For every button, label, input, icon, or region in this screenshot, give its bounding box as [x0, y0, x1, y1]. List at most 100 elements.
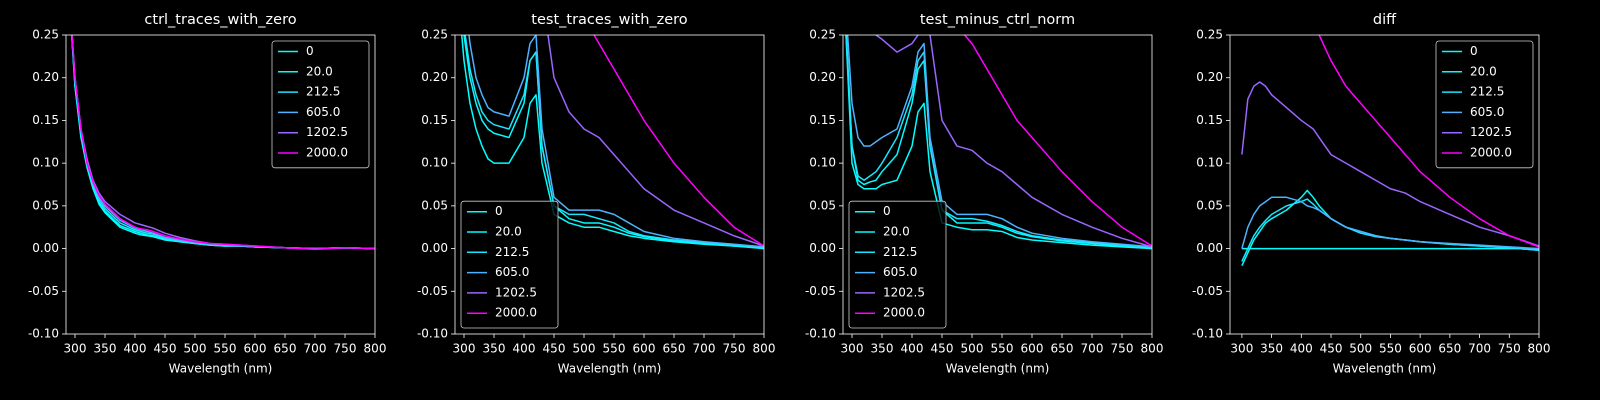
- legend-label: 2000.0: [1470, 146, 1512, 160]
- y-tick-label: -0.10: [805, 327, 836, 341]
- x-tick-label: 700: [1468, 342, 1491, 356]
- legend-box: [848, 200, 947, 329]
- legend-label: 20.0: [883, 225, 910, 239]
- x-tick-label: 550: [991, 342, 1014, 356]
- legend-label: 1202.5: [883, 285, 925, 299]
- x-tick-label: 500: [1349, 342, 1372, 356]
- legend: 0 20.0 212.5 605.0 1202.5 2000.0: [1435, 40, 1534, 169]
- legend-label: 212.5: [883, 245, 917, 259]
- chart-title: diff: [1373, 12, 1397, 28]
- x-tick-label: 800: [753, 342, 776, 356]
- x-tick-label: 300: [453, 342, 476, 356]
- x-tick-label: 700: [693, 342, 716, 356]
- y-tick-label: 0.05: [32, 198, 59, 212]
- y-tick-label: 0.00: [809, 241, 836, 255]
- x-tick-label: 400: [124, 342, 147, 356]
- plot-area: [1241, 35, 1539, 266]
- x-tick-label: 500: [961, 342, 984, 356]
- legend-label: 1202.5: [306, 125, 348, 139]
- x-tick-label: 750: [1498, 342, 1521, 356]
- axes-frame: [1229, 34, 1540, 335]
- data-line: [71, 35, 375, 251]
- legend-label: 20.0: [306, 64, 333, 78]
- x-tick-label: 650: [1438, 342, 1461, 356]
- x-axis-label: Wavelength (nm): [946, 362, 1050, 376]
- legend-box: [460, 200, 559, 329]
- y-tick-label: 0.20: [32, 70, 59, 84]
- x-tick-label: 600: [633, 342, 656, 356]
- data-line: [547, 35, 764, 247]
- y-tick-label: 0.15: [421, 113, 448, 127]
- legend-label: 212.5: [306, 85, 340, 99]
- y-tick-label: -0.05: [417, 284, 448, 298]
- legend-box: [1435, 40, 1534, 169]
- x-tick-label: 750: [723, 342, 746, 356]
- y-tick-label: 0.25: [32, 28, 59, 42]
- x-tick-label: 600: [1021, 342, 1044, 356]
- x-tick-label: 650: [1051, 342, 1074, 356]
- x-tick-label: 700: [304, 342, 327, 356]
- y-tick-label: 0.10: [809, 156, 836, 170]
- x-tick-label: 700: [1081, 342, 1104, 356]
- legend: 0 20.0 212.5 605.0 1202.5 2000.0: [271, 40, 370, 169]
- y-tick-label: 0.10: [1196, 156, 1223, 170]
- legend-label: 605.0: [883, 265, 917, 279]
- x-axis-label: Wavelength (nm): [558, 362, 662, 376]
- y-tick-label: 0.00: [32, 241, 59, 255]
- x-tick-label: 550: [1379, 342, 1402, 356]
- x-tick-label: 500: [573, 342, 596, 356]
- legend-box: [271, 40, 370, 169]
- axes-frame: [454, 34, 765, 335]
- data-line: [1241, 81, 1539, 247]
- x-tick-label: 750: [1111, 342, 1134, 356]
- x-tick-label: 450: [1320, 342, 1343, 356]
- y-tick-label: 0.25: [421, 28, 448, 42]
- y-tick-label: 0.05: [809, 198, 836, 212]
- y-tick-label: 0.20: [809, 70, 836, 84]
- y-tick-label: -0.10: [1192, 327, 1223, 341]
- x-axis-label: Wavelength (nm): [1333, 362, 1437, 376]
- y-tick-label: 0.25: [809, 28, 836, 42]
- chart-title: ctrl_traces_with_zero: [144, 12, 296, 28]
- y-tick-label: 0.05: [421, 198, 448, 212]
- y-tick-label: 0.20: [1196, 70, 1223, 84]
- x-tick-label: 600: [244, 342, 267, 356]
- data-line: [593, 35, 764, 247]
- data-line: [845, 35, 1152, 248]
- x-tick-label: 650: [663, 342, 686, 356]
- y-tick-label: 0.15: [32, 113, 59, 127]
- y-tick-label: -0.10: [417, 327, 448, 341]
- legend-label: 2000.0: [883, 306, 925, 320]
- y-tick-label: -0.10: [28, 327, 59, 341]
- data-line: [460, 35, 764, 250]
- plot-area: [460, 35, 764, 250]
- data-line: [875, 35, 1152, 248]
- x-tick-label: 550: [214, 342, 237, 356]
- legend-label: 2000.0: [306, 146, 348, 160]
- legend-label: 212.5: [1470, 85, 1504, 99]
- chart-title: test_minus_ctrl_norm: [920, 12, 1075, 28]
- legend-label: 605.0: [495, 265, 529, 279]
- plot-area: [70, 35, 375, 251]
- data-line: [1241, 196, 1539, 250]
- x-tick-label: 350: [483, 342, 506, 356]
- axes: ctrl_traces_with_zero Wavelength (nm) -0.1…: [28, 12, 387, 376]
- y-tick-label: 0.10: [421, 156, 448, 170]
- legend-label: 20.0: [1470, 64, 1497, 78]
- legend-label: 0: [495, 204, 503, 218]
- y-tick-label: 0.20: [421, 70, 448, 84]
- y-tick-label: 0.00: [1196, 241, 1223, 255]
- x-tick-label: 350: [1260, 342, 1283, 356]
- axes: test_traces_with_zero Wavelength (nm) -0.1…: [417, 12, 776, 376]
- x-tick-label: 400: [901, 342, 924, 356]
- legend-label: 0: [883, 204, 891, 218]
- x-tick-label: 400: [513, 342, 536, 356]
- x-tick-label: 600: [1409, 342, 1432, 356]
- legend-label: 605.0: [306, 105, 340, 119]
- y-tick-label: -0.05: [1192, 284, 1223, 298]
- y-tick-label: 0.25: [1196, 28, 1223, 42]
- legend-label: 1202.5: [495, 285, 537, 299]
- x-tick-label: 800: [1141, 342, 1164, 356]
